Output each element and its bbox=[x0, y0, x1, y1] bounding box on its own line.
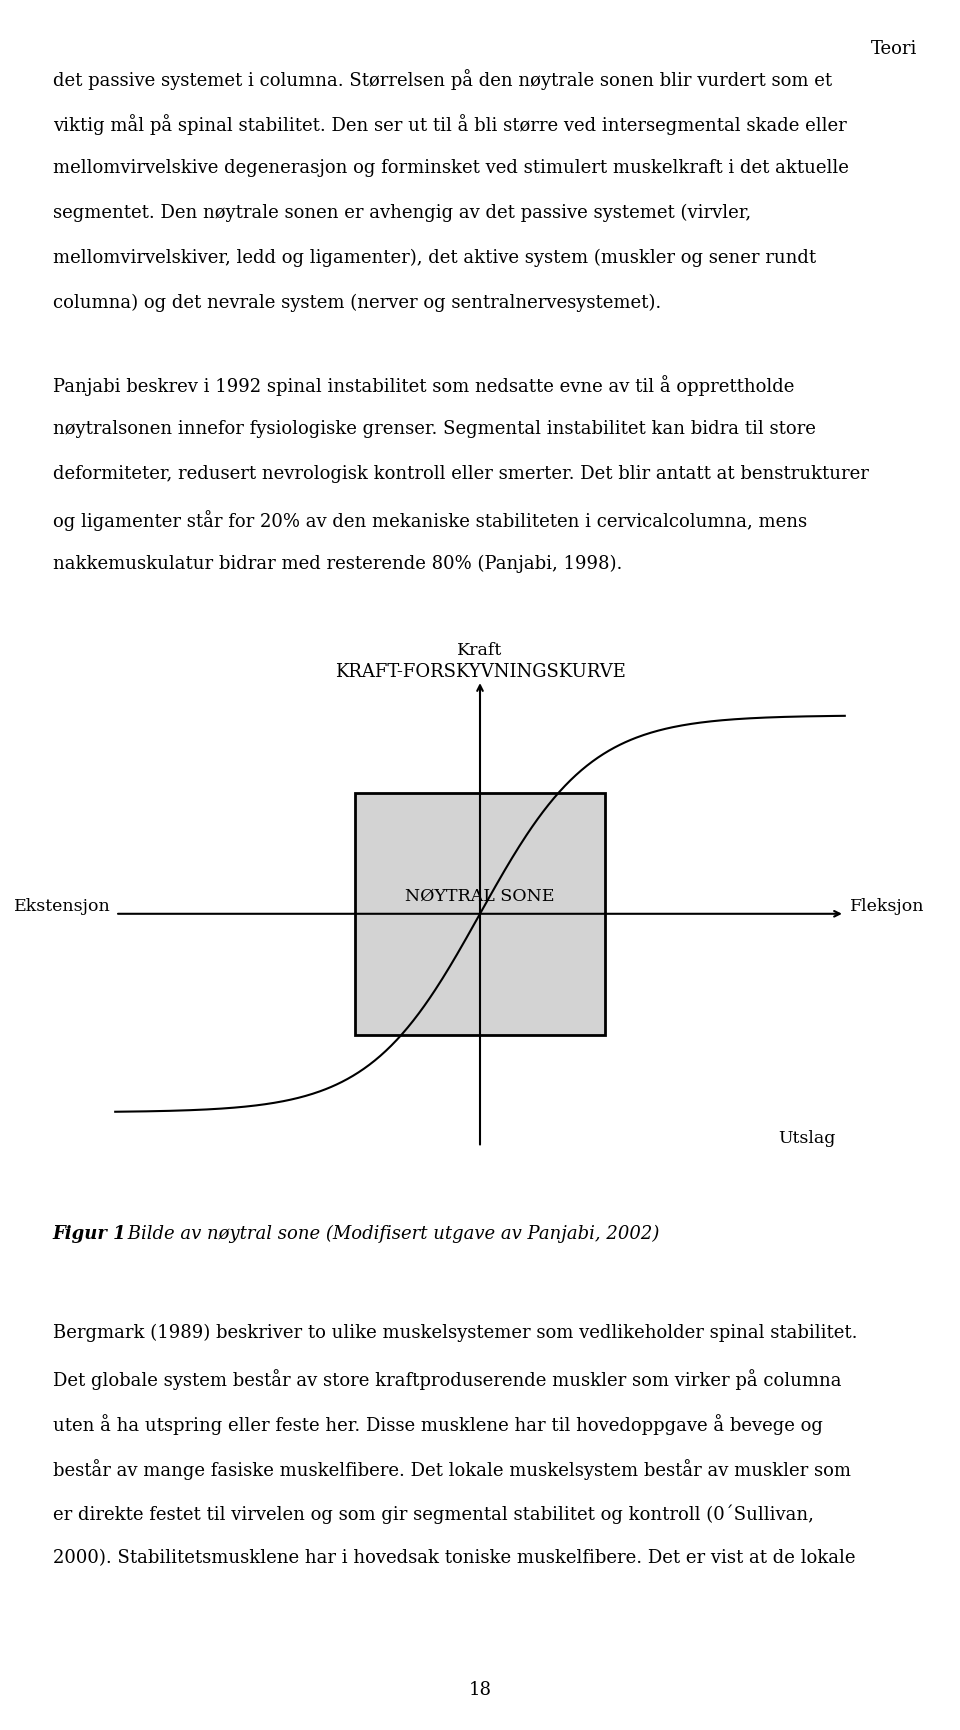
Text: Utslag: Utslag bbox=[778, 1130, 835, 1147]
Text: Panjabi beskrev i 1992 spinal instabilitet som nedsatte evne av til å oppretthol: Panjabi beskrev i 1992 spinal instabilit… bbox=[53, 375, 794, 396]
Bar bbox=[355, 792, 605, 1035]
Text: Fleksjon: Fleksjon bbox=[850, 898, 924, 915]
Text: består av mange fasiske muskelfibere. Det lokale muskelsystem består av muskler : består av mange fasiske muskelfibere. De… bbox=[53, 1458, 851, 1481]
Text: 2000). Stabilitetsmusklene har i hovedsak toniske muskelfibere. Det er vist at d: 2000). Stabilitetsmusklene har i hovedsa… bbox=[53, 1548, 855, 1567]
Text: deformiteter, redusert nevrologisk kontroll eller smerter. Det blir antatt at be: deformiteter, redusert nevrologisk kontr… bbox=[53, 465, 869, 483]
Text: nakkemuskulatur bidrar med resterende 80% (Panjabi, 1998).: nakkemuskulatur bidrar med resterende 80… bbox=[53, 555, 622, 573]
Text: mellomvirvelskive degenerasjon og forminsket ved stimulert muskelkraft i det akt: mellomvirvelskive degenerasjon og formin… bbox=[53, 159, 849, 176]
Text: viktig mål på spinal stabilitet. Den ser ut til å bli større ved intersegmental : viktig mål på spinal stabilitet. Den ser… bbox=[53, 114, 847, 135]
Text: Teori: Teori bbox=[871, 40, 917, 57]
Text: 18: 18 bbox=[468, 1682, 492, 1699]
Text: er direkte festet til virvelen og som gir segmental stabilitet og kontroll (0´Su: er direkte festet til virvelen og som gi… bbox=[53, 1503, 814, 1524]
Text: Figur 1: Figur 1 bbox=[53, 1225, 127, 1244]
Text: Bergmark (1989) beskriver to ulike muskelsystemer som vedlikeholder spinal stabi: Bergmark (1989) beskriver to ulike muske… bbox=[53, 1323, 857, 1342]
Text: segmentet. Den nøytrale sonen er avhengig av det passive systemet (virvler,: segmentet. Den nøytrale sonen er avhengi… bbox=[53, 204, 751, 223]
Text: det passive systemet i columna. Størrelsen på den nøytrale sonen blir vurdert so: det passive systemet i columna. Størrels… bbox=[53, 69, 832, 90]
Text: KRAFT-FORSKYVNINGSKURVE: KRAFT-FORSKYVNINGSKURVE bbox=[335, 663, 625, 682]
Text: Det globale system består av store kraftproduserende muskler som virker på colum: Det globale system består av store kraft… bbox=[53, 1368, 841, 1391]
Text: Bilde av nøytral sone (Modifisert utgave av Panjabi, 2002): Bilde av nøytral sone (Modifisert utgave… bbox=[122, 1225, 660, 1244]
Text: mellomvirvelskiver, ledd og ligamenter), det aktive system (muskler og sener run: mellomvirvelskiver, ledd og ligamenter),… bbox=[53, 249, 816, 268]
Text: uten å ha utspring eller feste her. Disse musklene har til hovedoppgave å bevege: uten å ha utspring eller feste her. Diss… bbox=[53, 1413, 823, 1436]
Text: og ligamenter står for 20% av den mekaniske stabiliteten i cervicalcolumna, mens: og ligamenter står for 20% av den mekani… bbox=[53, 510, 807, 531]
Text: Ekstensjon: Ekstensjon bbox=[13, 898, 110, 915]
Text: nøytralsonen innefor fysiologiske grenser. Segmental instabilitet kan bidra til : nøytralsonen innefor fysiologiske grense… bbox=[53, 420, 816, 438]
Text: NØYTRAL SONE: NØYTRAL SONE bbox=[405, 887, 555, 905]
Text: Kraft: Kraft bbox=[457, 642, 503, 659]
Text: columna) og det nevrale system (nerver og sentralnervesystemet).: columna) og det nevrale system (nerver o… bbox=[53, 294, 661, 313]
